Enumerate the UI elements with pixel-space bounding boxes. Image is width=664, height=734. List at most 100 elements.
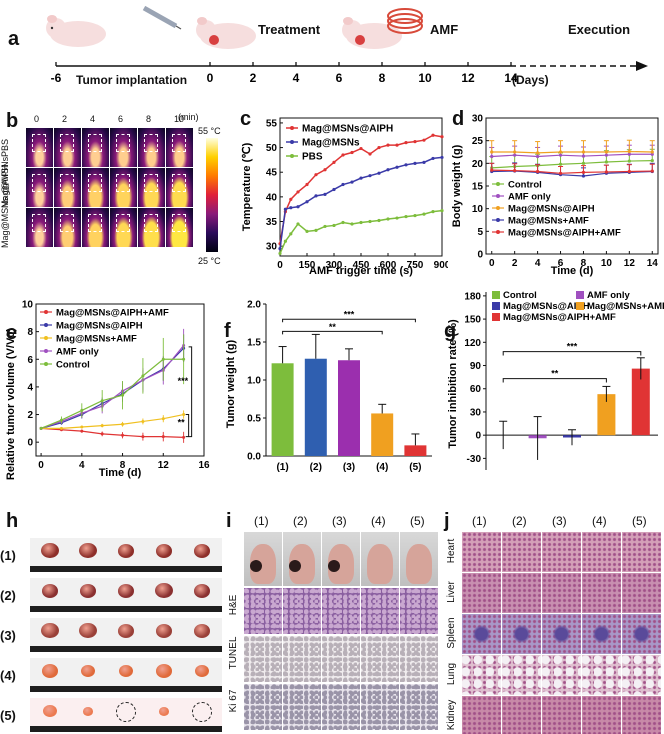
tumor xyxy=(83,707,93,716)
hist-row-label: TUNEL xyxy=(228,636,239,670)
data-point xyxy=(296,205,300,209)
data-point xyxy=(100,399,104,403)
thermal-time-label: 2 xyxy=(62,114,68,124)
data-point xyxy=(627,169,631,174)
y-tick-label: 0 xyxy=(477,250,483,261)
tumor xyxy=(81,665,95,677)
data-point xyxy=(440,155,444,160)
data-point xyxy=(341,153,345,157)
chart-e-tumor-volume: 0 2 4 6 8 10 0 4 8 12 16 Relative tumor volume (V/V… xyxy=(5,300,210,481)
mouse-3-icon xyxy=(342,17,402,49)
tumor xyxy=(194,544,210,558)
y-tick-label: 8 xyxy=(27,327,33,338)
y-tick-label: 45 xyxy=(266,168,278,179)
x-tick-label: 0 xyxy=(38,460,44,471)
organ-tile xyxy=(502,532,541,572)
x-tick-label: 600 xyxy=(380,260,397,271)
data-point xyxy=(386,168,390,172)
x-tick-label: (4) xyxy=(376,462,388,473)
legend-marker xyxy=(44,349,48,353)
syringe-icon xyxy=(142,5,182,30)
histology-tile xyxy=(400,684,438,730)
legend-marker xyxy=(496,182,500,186)
thermal-roi-box xyxy=(116,214,130,232)
chart-d-body-weight: 0 5 10 15 20 25 30 0 2 4 6 8 10 12 14 Body weight (g) Ti… xyxy=(451,114,659,277)
tumor-photo-row xyxy=(30,538,222,572)
organ-row-label: Liver xyxy=(446,581,457,603)
mouse-photo xyxy=(322,532,360,586)
tumor-scar xyxy=(289,560,301,572)
panel-label-b: b xyxy=(6,110,19,132)
organ-row-label: Lung xyxy=(446,662,457,686)
tumor-scar xyxy=(328,560,340,572)
data-point xyxy=(359,176,363,180)
data-point xyxy=(350,180,354,184)
data-point xyxy=(332,160,336,164)
thermal-roi-box xyxy=(88,134,102,152)
thermal-roi-box xyxy=(32,174,46,192)
organ-tile xyxy=(542,696,581,734)
data-point xyxy=(604,170,608,174)
data-point xyxy=(305,200,309,204)
y-tick-label: 180 xyxy=(464,291,481,302)
histology-tile xyxy=(361,636,399,682)
data-point xyxy=(305,182,309,187)
sig-bracket xyxy=(185,414,190,438)
thermal-roi-box xyxy=(172,174,186,192)
legend-marker xyxy=(44,336,48,340)
legend-swatch xyxy=(576,291,584,299)
data-point xyxy=(278,247,282,251)
tumor xyxy=(42,584,58,598)
panel-h-tumor-photos: h (1) (2) (3) (4) (5) xyxy=(0,510,226,734)
organ-row-label: Kidney xyxy=(446,699,457,731)
organ-col-label: (3) xyxy=(552,514,567,528)
data-point xyxy=(80,408,84,412)
histology-tile xyxy=(322,588,360,634)
data-point xyxy=(404,163,408,167)
panel-e: e 0 2 4 6 8 10 0 4 8 12 16 Relative tumor volume (V… xyxy=(0,284,218,484)
thermal-colorbar xyxy=(206,138,218,252)
x-tick-label: 8 xyxy=(581,258,587,269)
thermal-roi-box xyxy=(144,214,158,232)
y-axis-label: Body weight (g) xyxy=(451,144,463,227)
data-point xyxy=(341,220,345,225)
thermal-roi-box xyxy=(144,134,158,152)
tumor xyxy=(43,705,57,717)
thermal-time-label: 6 xyxy=(118,114,124,124)
organ-tile xyxy=(622,532,661,572)
data-point xyxy=(581,154,586,158)
data-point xyxy=(141,374,145,378)
y-tick-label: 30 xyxy=(472,114,484,125)
tumor xyxy=(118,624,134,638)
data-point xyxy=(581,161,586,165)
timeline-implant-label: Tumor implantation xyxy=(76,73,188,87)
timeline-axis: -6 0 2 4 6 8 10 12 14 xyxy=(51,61,648,85)
organ-tile xyxy=(582,655,621,695)
data-point xyxy=(377,145,381,150)
tumor-row-label: (1) xyxy=(0,548,16,563)
data-point xyxy=(296,222,300,226)
tumor xyxy=(42,664,58,678)
data-point xyxy=(413,161,417,165)
data-point xyxy=(314,194,318,198)
missing-tumor-circle xyxy=(116,702,136,722)
y-tick-label: 30 xyxy=(470,407,482,418)
data-point xyxy=(141,419,145,423)
timeline-tick-label: 8 xyxy=(379,71,386,85)
data-point xyxy=(39,426,43,430)
timeline-tick-label: 0 xyxy=(207,71,214,85)
organ-tile xyxy=(542,614,581,654)
sig-bracket xyxy=(282,318,416,323)
data-point xyxy=(604,160,608,164)
panel-b-thermal: b 0 2 4 6 8 10 PBS Mag@MSNs Mag@MSNs @AIPH (min)… xyxy=(0,108,236,268)
data-point xyxy=(650,150,654,154)
histology-tile xyxy=(283,636,321,682)
hist-col-label: (5) xyxy=(410,514,425,528)
mouse-body xyxy=(367,544,393,584)
data-point xyxy=(161,357,165,361)
panel-label-f: f xyxy=(224,320,231,342)
x-tick-label: 2 xyxy=(512,258,518,269)
data-point xyxy=(296,190,300,194)
organ-tile xyxy=(462,532,501,572)
data-point xyxy=(490,168,494,172)
